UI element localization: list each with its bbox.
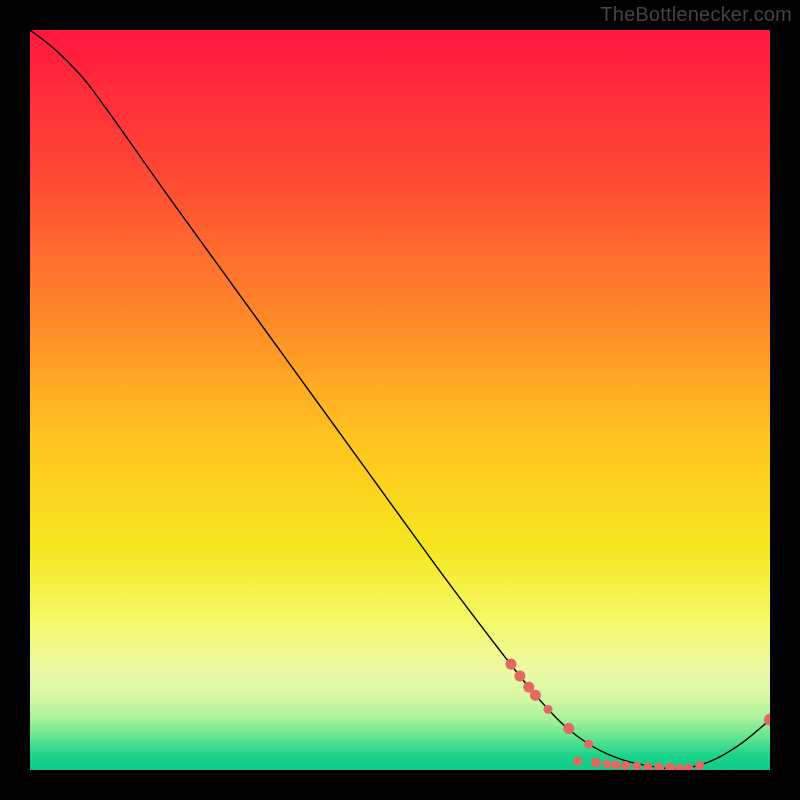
scatter-point — [621, 761, 630, 770]
gradient-background — [30, 30, 770, 770]
scatter-point — [695, 761, 704, 770]
chart-svg — [30, 30, 770, 770]
watermark-label: TheBottlenecker.com — [600, 4, 792, 27]
scatter-point — [530, 690, 541, 701]
scatter-point — [584, 740, 593, 749]
chart-container: TheBottlenecker.com — [0, 0, 800, 800]
scatter-point — [544, 705, 553, 714]
scatter-point — [603, 760, 612, 769]
plot-area — [30, 30, 770, 770]
scatter-point — [591, 758, 601, 768]
scatter-point — [506, 659, 517, 670]
scatter-point — [514, 671, 525, 682]
scatter-point — [563, 723, 574, 734]
scatter-point — [573, 757, 582, 766]
scatter-point — [612, 760, 621, 769]
